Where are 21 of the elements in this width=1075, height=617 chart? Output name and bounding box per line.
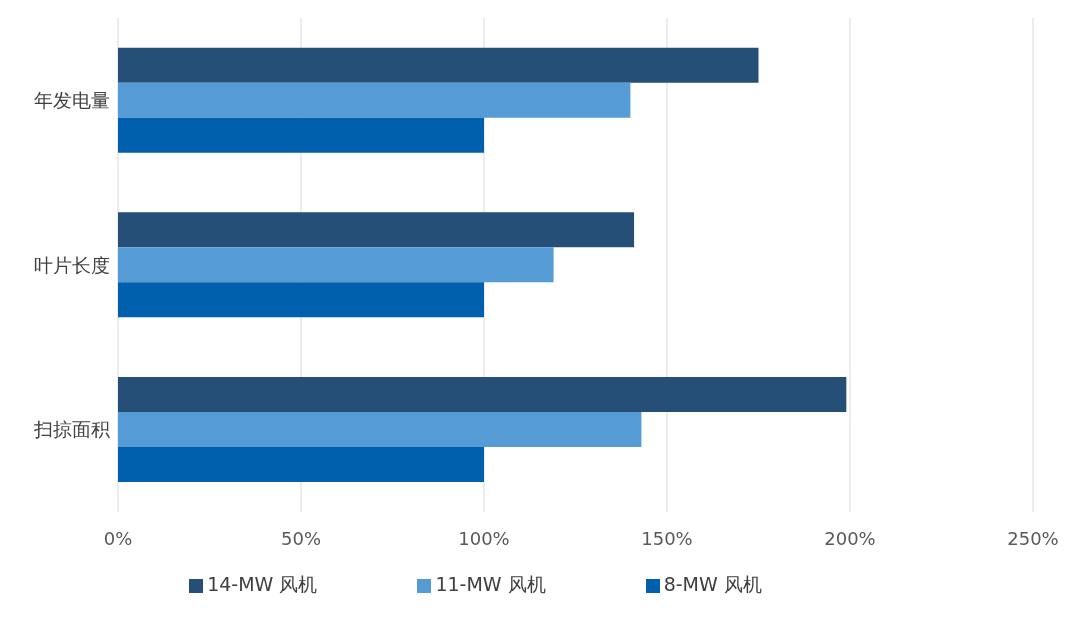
bar bbox=[118, 411, 642, 447]
bar bbox=[118, 376, 847, 412]
legend-label: 14-MW 风机 bbox=[207, 573, 318, 595]
bar bbox=[118, 446, 484, 482]
x-tick-label: 100% bbox=[458, 527, 510, 549]
y-tick-label: 扫掠面积 bbox=[33, 418, 110, 441]
bar bbox=[118, 117, 484, 153]
bar bbox=[118, 282, 484, 318]
x-tick-label: 250% bbox=[1007, 527, 1059, 549]
y-tick-label: 叶片长度 bbox=[34, 253, 110, 276]
bar bbox=[118, 47, 759, 83]
bar bbox=[118, 247, 554, 283]
x-tick-label: 200% bbox=[824, 527, 876, 549]
bar bbox=[118, 212, 635, 248]
x-tick-label: 150% bbox=[641, 527, 693, 549]
x-tick-label: 0% bbox=[103, 527, 133, 549]
y-tick-label: 年发电量 bbox=[34, 89, 110, 112]
x-tick-label: 50% bbox=[280, 527, 322, 549]
legend-label: 11-MW 风机 bbox=[435, 573, 546, 595]
legend-label: 8-MW 风机 bbox=[663, 573, 762, 595]
bar bbox=[118, 82, 631, 118]
